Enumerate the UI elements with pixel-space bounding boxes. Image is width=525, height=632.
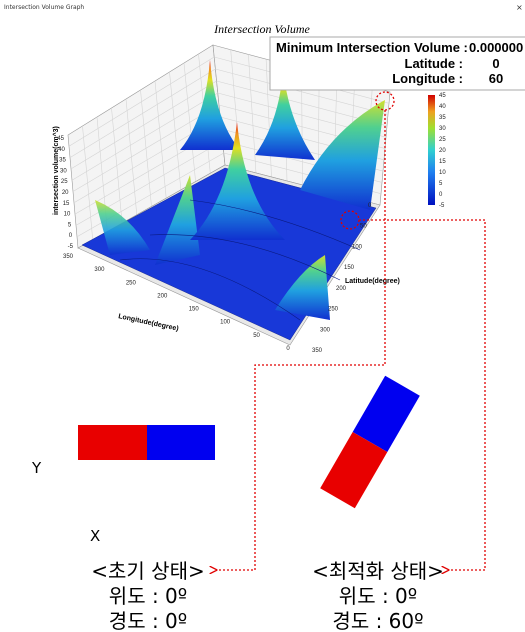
lat-label: Latitude : — [405, 56, 464, 71]
longitude-tick-label: 300 — [94, 267, 105, 273]
y-axis-label: Y — [31, 459, 42, 477]
graph-title: Intersection Volume — [213, 22, 310, 36]
latitude-tick-label: 250 — [328, 307, 339, 313]
screen: Intersection Volume Graph × Intersection… — [0, 0, 525, 632]
optimized-lon: 경도 : 60º — [332, 609, 423, 632]
colorbar — [428, 95, 435, 205]
min-label: Minimum Intersection Volume : — [276, 40, 468, 55]
longitude-tick-label: 50 — [253, 333, 260, 339]
colorbar-tick-label: 30 — [439, 126, 446, 132]
z-tick-label: -5 — [68, 244, 74, 250]
longitude-tick-label: 100 — [220, 320, 231, 326]
longitude-tick-label: 150 — [189, 307, 200, 313]
initial-lon: 경도 : 0º — [109, 609, 187, 632]
colorbar-tick-label: 10 — [439, 170, 446, 176]
z-tick-label: 5 — [68, 222, 72, 228]
window-title: Intersection Volume Graph — [4, 4, 84, 11]
z-tick-label: 15 — [63, 201, 70, 207]
latitude-tick-label: 50 — [360, 224, 367, 230]
latitude-tick-label: 300 — [320, 327, 331, 333]
initial-title: <초기 상태> — [91, 559, 204, 583]
latitude-tick-label: 150 — [344, 265, 355, 271]
colorbar-tick-label: 40 — [439, 104, 446, 110]
initial-lat: 위도 : 0º — [109, 584, 187, 608]
latitude-label: Latitude(degree) — [345, 278, 400, 285]
z-tick-label: 10 — [64, 212, 71, 218]
colorbar-tick-label: 45 — [439, 93, 446, 99]
lon-label: Longitude : — [392, 71, 463, 86]
latitude-tick-label: 100 — [352, 244, 363, 250]
initial-magnet — [78, 425, 215, 460]
colorbar-tick-label: 20 — [439, 148, 446, 154]
colorbar-tick-label: 25 — [439, 137, 446, 143]
close-button[interactable]: × — [516, 3, 523, 12]
page: {"window": {"title": "Intersection Volum… — [0, 0, 525, 632]
colorbar-tick-label: 35 — [439, 115, 446, 121]
longitude-label: Longitude(degree) — [118, 313, 180, 333]
colorbar-tick-label: 5 — [439, 181, 443, 187]
optimized-lat: 위도 : 0º — [339, 584, 417, 608]
longitude-tick-label: 0 — [286, 346, 290, 352]
latitude-tick-label: 200 — [336, 286, 347, 292]
colorbar-tick-label: -5 — [439, 203, 445, 209]
z-tick-label: 35 — [59, 158, 66, 164]
z-tick-label: 30 — [60, 168, 67, 174]
longitude-tick-label: 200 — [157, 293, 168, 299]
lon-value: 60 — [489, 71, 503, 86]
longitude-tick-label: 350 — [63, 254, 74, 260]
optimized-title: <최적화 상태> — [312, 559, 444, 583]
z-axis-label: intersection volume(cm^3) — [52, 126, 60, 215]
min-value: 0.000000 — [469, 40, 523, 55]
colorbar-tick-label: 0 — [439, 192, 443, 198]
lat-value: 0 — [492, 56, 499, 71]
colorbar-tick-label: 15 — [439, 159, 446, 165]
z-tick-label: 0 — [69, 233, 73, 239]
z-tick-label: 25 — [61, 179, 68, 185]
longitude-tick-label: 250 — [126, 280, 137, 286]
x-axis-label: X — [90, 527, 100, 545]
latitude-tick-label: 350 — [312, 348, 323, 354]
z-tick-label: 20 — [62, 190, 69, 196]
optimized-magnet — [320, 376, 420, 509]
